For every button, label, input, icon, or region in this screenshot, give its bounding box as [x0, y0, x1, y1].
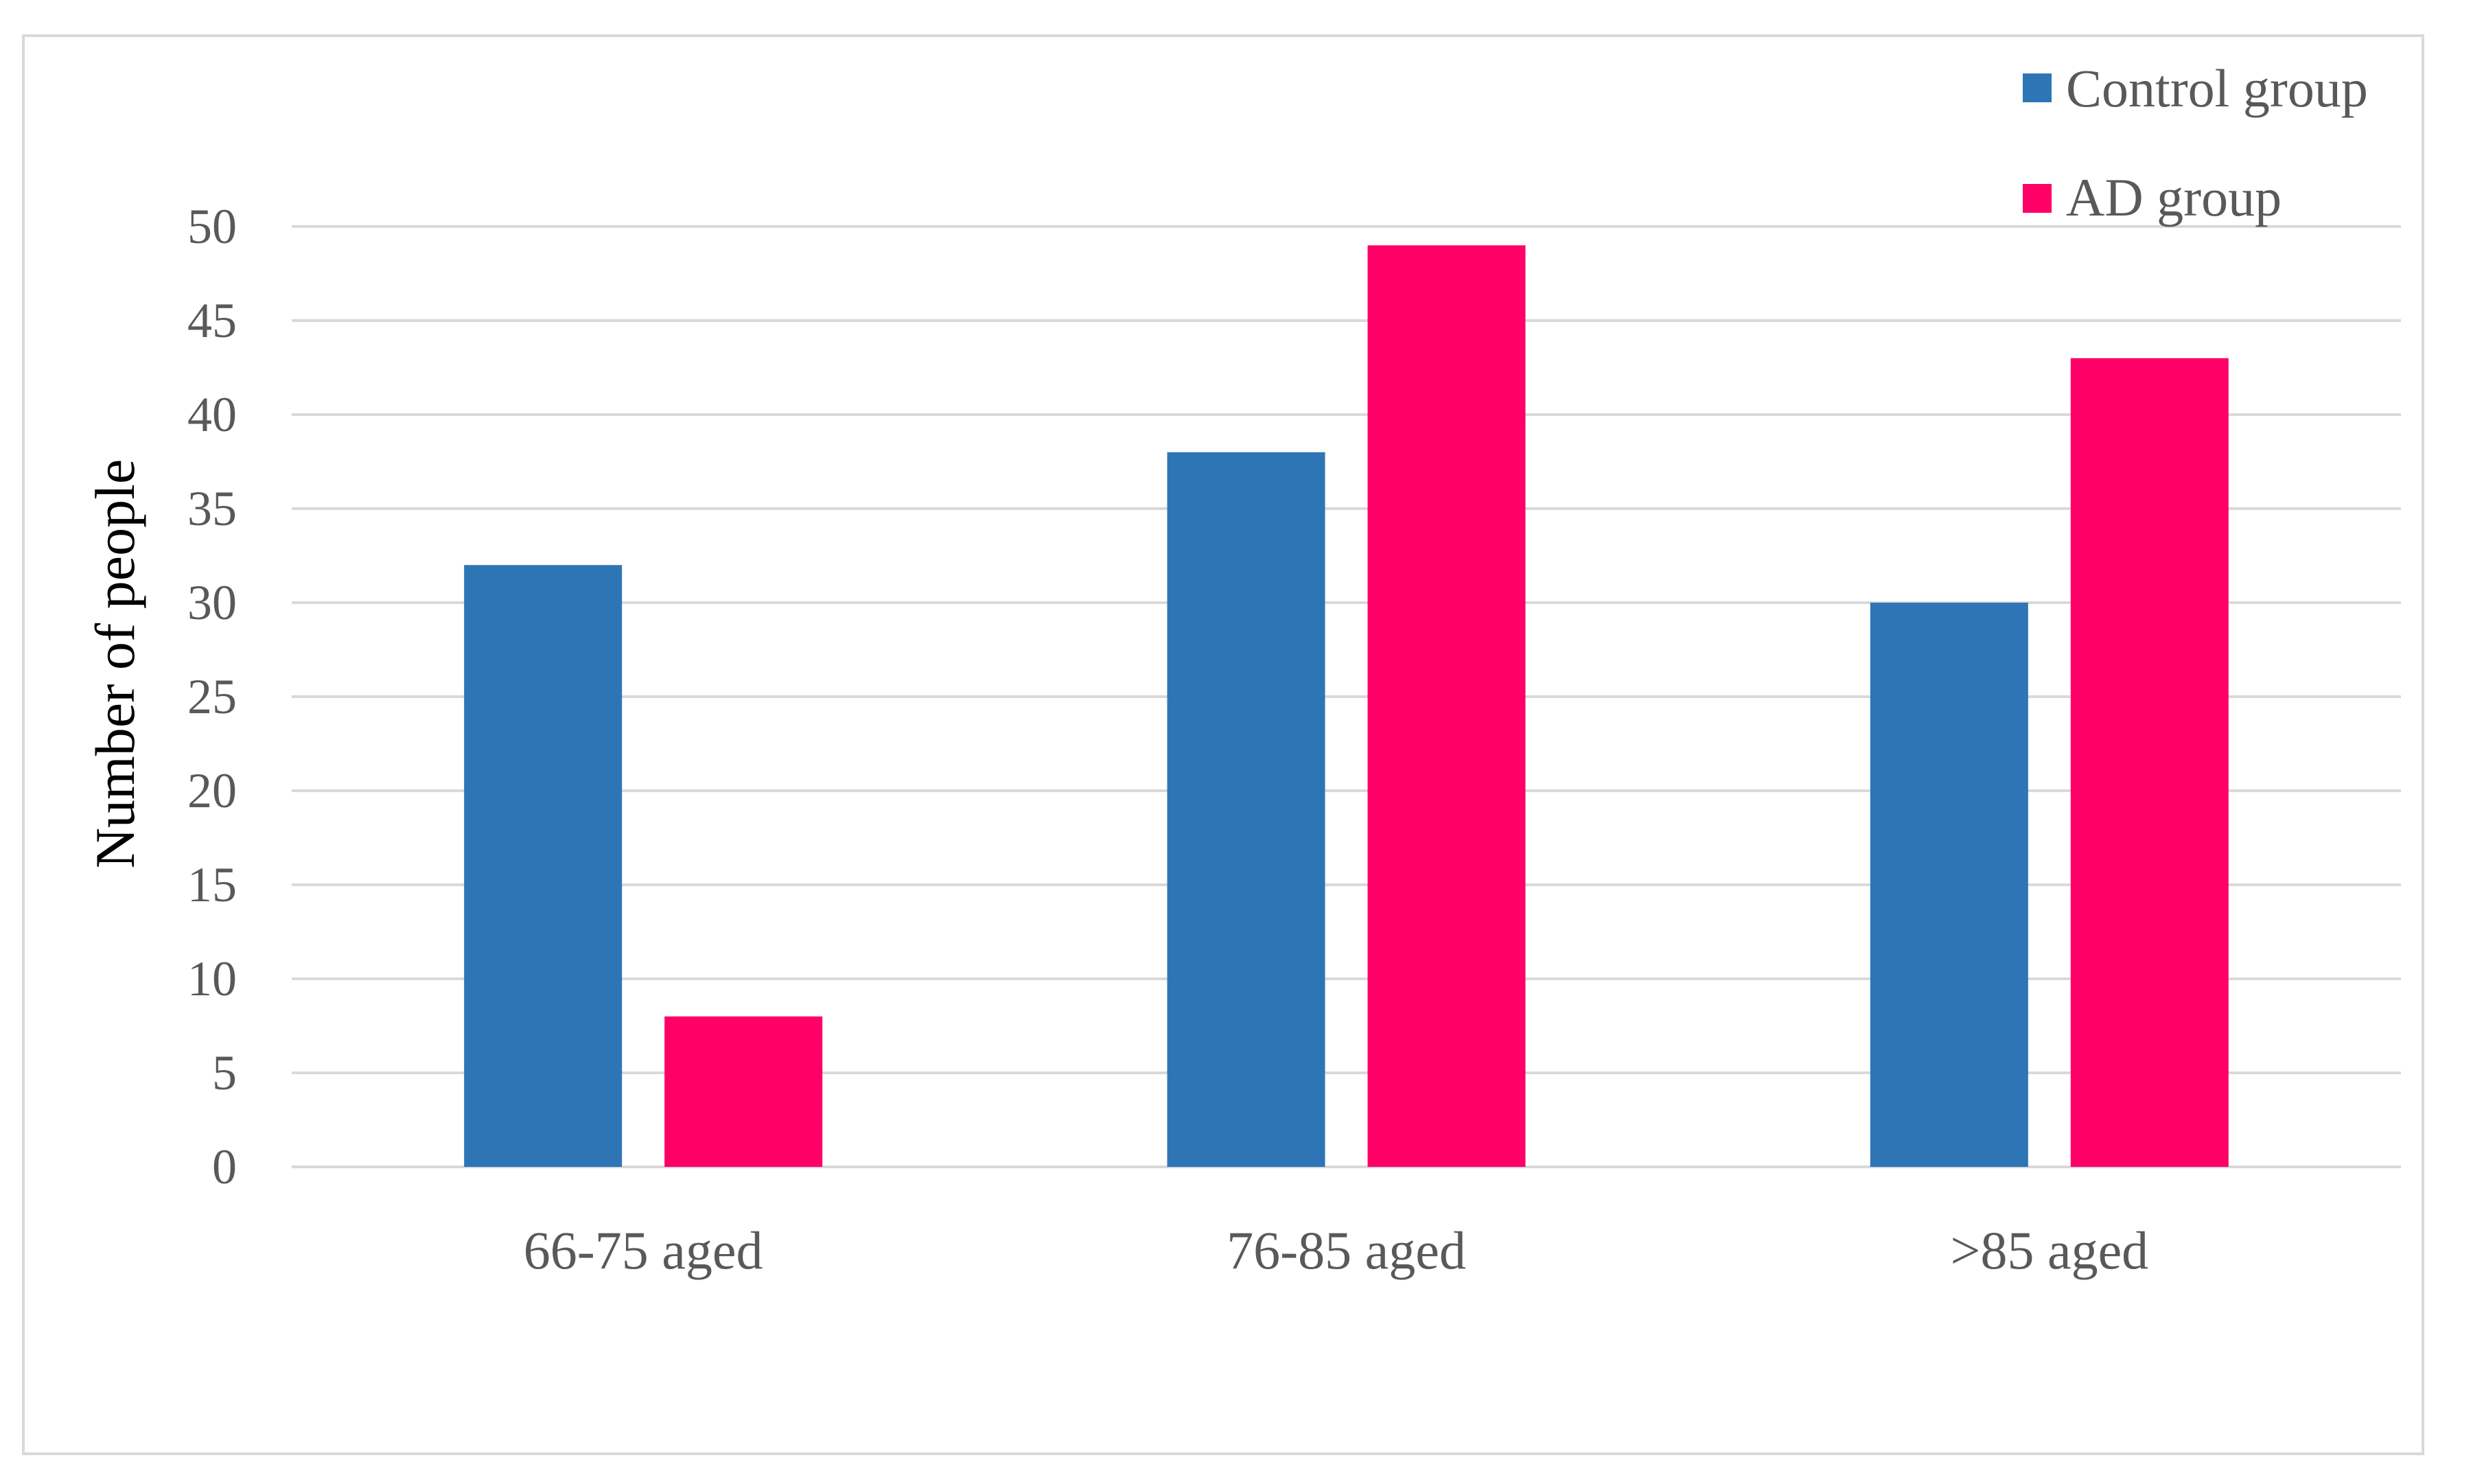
- y-tick-label: 30: [187, 575, 237, 630]
- bar-control-2: [1870, 603, 2028, 1167]
- bar-control-0: [464, 565, 623, 1167]
- legend-label-ad: AD group: [2066, 167, 2282, 227]
- bar-ad-2: [2070, 358, 2229, 1167]
- bars: [464, 245, 2229, 1167]
- y-tick-label: 50: [187, 199, 237, 254]
- y-tick-label: 20: [187, 763, 237, 818]
- bar-ad-0: [664, 1016, 823, 1167]
- gridlines: [292, 225, 2401, 1168]
- y-axis-ticks: 0 5 10 15 20 25 30 35 40 45 50: [187, 199, 237, 1194]
- y-axis-label: Number of people: [84, 459, 146, 869]
- y-tick-label: 5: [212, 1045, 237, 1100]
- x-category-label: >85 aged: [1950, 1220, 2148, 1280]
- y-tick-label: 0: [212, 1139, 237, 1194]
- bar-control-1: [1167, 452, 1325, 1167]
- y-tick-label: 40: [187, 387, 237, 442]
- x-category-label: 66-75 aged: [524, 1220, 763, 1280]
- legend-swatch-control: [2023, 73, 2052, 102]
- y-tick-label: 35: [187, 481, 237, 536]
- x-axis-categories: 66-75 aged 76-85 aged >85 aged: [524, 1220, 2148, 1280]
- y-tick-label: 45: [187, 293, 237, 348]
- y-tick-label: 10: [187, 951, 237, 1006]
- y-tick-label: 15: [187, 857, 237, 912]
- bar-ad-1: [1367, 245, 1526, 1167]
- legend: Control group AD group: [2023, 58, 2368, 227]
- legend-swatch-ad: [2023, 184, 2052, 213]
- y-tick-label: 25: [187, 669, 237, 724]
- legend-label-control: Control group: [2066, 58, 2368, 118]
- x-category-label: 76-85 aged: [1227, 1220, 1466, 1280]
